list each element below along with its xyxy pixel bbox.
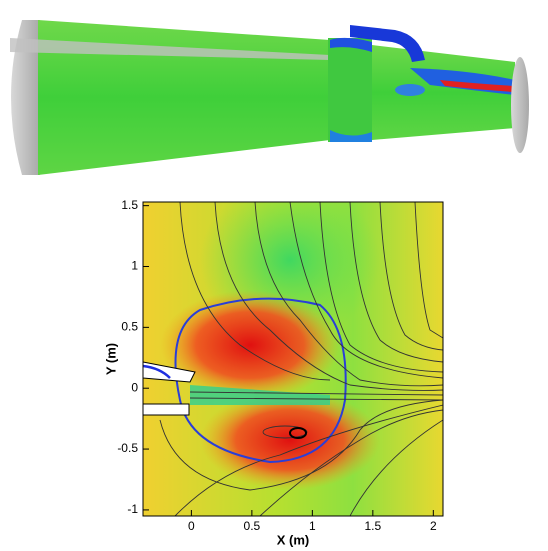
streamline bbox=[254, 202, 443, 387]
left-cap bbox=[11, 20, 40, 175]
y-axis-label: Y (m) bbox=[103, 343, 118, 375]
pipe bbox=[350, 25, 425, 62]
collar bbox=[328, 38, 372, 142]
nozzle-wall bbox=[143, 403, 190, 416]
streamline bbox=[349, 202, 443, 363]
x-tick-label: 0.5 bbox=[244, 519, 261, 533]
cone bbox=[38, 20, 330, 175]
x-tick-label: 1 bbox=[309, 519, 316, 533]
jet bbox=[190, 385, 330, 405]
vortex bbox=[289, 427, 307, 439]
y-tick-label: 1 bbox=[131, 259, 138, 273]
x-tick-label: 2 bbox=[430, 519, 437, 533]
y-tick-label: -1 bbox=[127, 502, 138, 516]
streamlines bbox=[159, 202, 443, 516]
iso-line bbox=[174, 297, 347, 464]
tube bbox=[372, 45, 515, 140]
probe bbox=[10, 38, 330, 60]
right-cap bbox=[511, 57, 529, 153]
flow-blue bbox=[395, 84, 425, 96]
collar-blue bbox=[330, 37, 372, 52]
x-tick-label: 1.5 bbox=[364, 519, 381, 533]
plot-field bbox=[143, 202, 443, 516]
streamline bbox=[319, 202, 443, 373]
plot-frame bbox=[142, 201, 444, 517]
streamline bbox=[379, 202, 443, 351]
y-tick-label: 0 bbox=[131, 380, 138, 394]
collar-blue bbox=[330, 130, 372, 142]
y-tick-label: 1.5 bbox=[121, 198, 138, 212]
field-hot bbox=[160, 290, 340, 400]
x-axis-label: X (m) bbox=[277, 532, 310, 547]
flow-red bbox=[440, 80, 515, 92]
render-3d bbox=[10, 20, 529, 175]
streamline bbox=[189, 397, 443, 401]
streamline bbox=[259, 409, 443, 516]
x-tick-label: 0 bbox=[188, 519, 195, 533]
y-tick-label: 0.5 bbox=[121, 320, 138, 334]
y-tick-label: -0.5 bbox=[117, 441, 138, 455]
vortex bbox=[262, 425, 308, 439]
nozzle-wall bbox=[143, 361, 196, 383]
streamline bbox=[159, 399, 443, 491]
streamline bbox=[179, 202, 331, 381]
streamline bbox=[174, 404, 443, 516]
streamline bbox=[214, 202, 443, 391]
nozzle-flow bbox=[143, 364, 171, 379]
field-hot bbox=[200, 390, 380, 490]
streamline bbox=[289, 202, 443, 379]
streamline bbox=[414, 202, 443, 339]
streamline bbox=[189, 391, 443, 396]
streamline bbox=[349, 419, 443, 516]
